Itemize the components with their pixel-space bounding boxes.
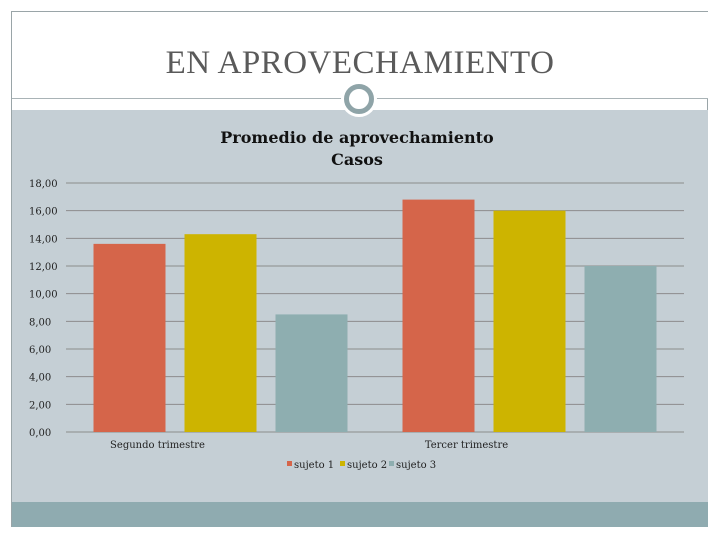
bar-2-1: [184, 234, 257, 432]
bar-2-2: [493, 210, 566, 432]
y-tick-label: 10,00: [29, 290, 58, 301]
y-tick-label: 2,00: [29, 400, 51, 411]
y-tick-label: 4,00: [29, 373, 51, 384]
y-tick-label: 14,00: [29, 234, 58, 245]
y-tick-label: 6,00: [29, 345, 51, 356]
gridlines: [66, 182, 684, 433]
x-axis-categories: Segundo trimestre Tercer trimestre: [110, 440, 508, 451]
legend-label: sujeto 2: [347, 460, 387, 471]
bar-1-2: [402, 199, 475, 432]
category-label: Segundo trimestre: [110, 440, 205, 451]
y-tick-label: 12,00: [29, 262, 58, 273]
bar-3-2: [584, 266, 657, 432]
bar-1-1: [93, 243, 166, 432]
legend: sujeto 1 sujeto 2 sujeto 3: [287, 460, 436, 471]
category-label: Tercer trimestre: [425, 440, 508, 451]
legend-swatch: [287, 461, 292, 466]
y-tick-label: 0,00: [29, 428, 51, 439]
ring-ornament-icon: [344, 84, 374, 114]
chart-title-line-2: Casos: [331, 150, 383, 169]
y-tick-label: 8,00: [29, 317, 51, 328]
chart-title-line-1: Promedio de aprovechamiento: [220, 128, 494, 147]
slide-title: EN APROVECHAMIENTO: [165, 45, 555, 81]
y-tick-label: 16,00: [29, 207, 58, 218]
y-axis-ticks: 0,00 2,00 4,00 6,00 8,00 10,00 12,00 14,00 16,00…: [29, 179, 58, 439]
y-tick-label: 18,00: [29, 179, 58, 190]
legend-swatch: [389, 461, 394, 466]
legend-label: sujeto 3: [396, 460, 436, 471]
bar-3-1: [275, 314, 348, 432]
footer-bar: [12, 502, 708, 527]
legend-swatch: [340, 461, 345, 466]
legend-label: sujeto 1: [294, 460, 334, 471]
bars: [93, 199, 657, 432]
